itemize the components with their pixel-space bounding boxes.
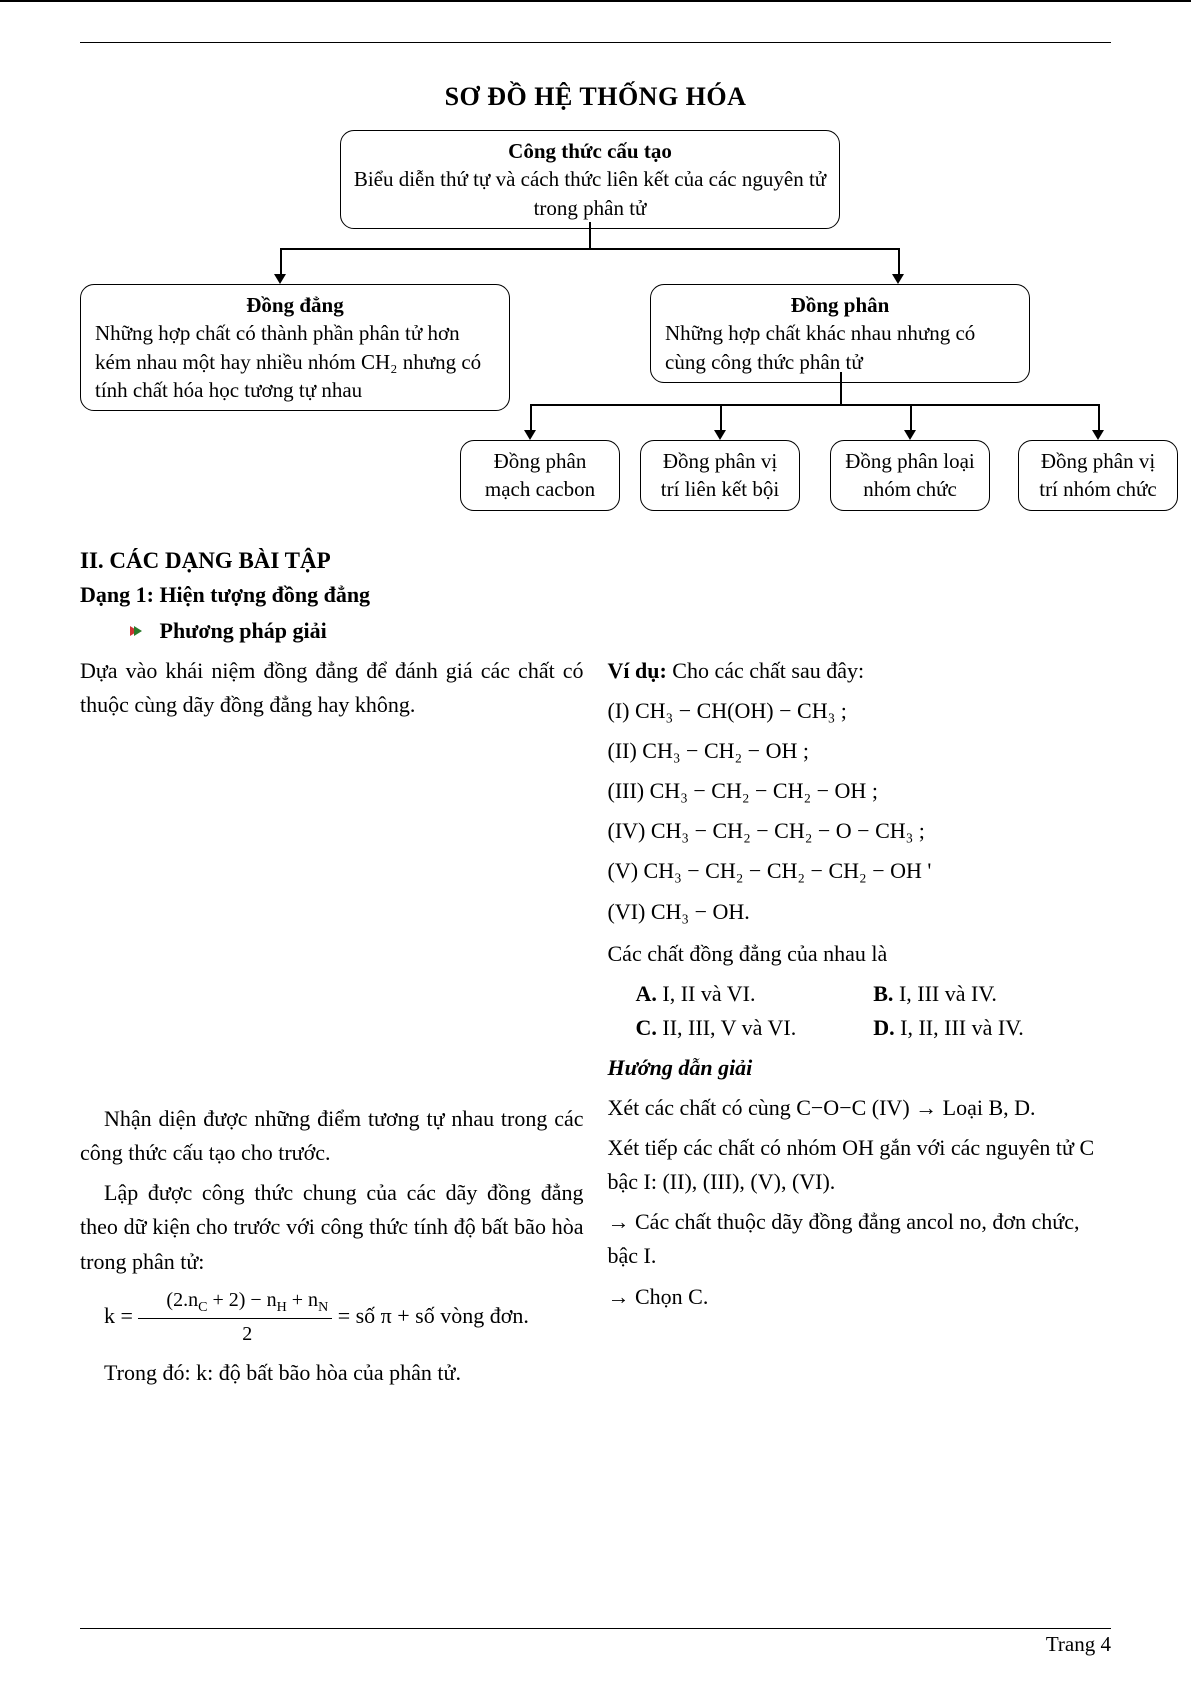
- page-number: Trang 4: [1046, 1632, 1111, 1657]
- diagram-line: [898, 248, 900, 276]
- footer-rule: [80, 1628, 1111, 1629]
- left-heading: Đồng đẳng: [95, 291, 495, 319]
- paragraph: Lập được công thức chung của các dãy đồn…: [80, 1176, 584, 1278]
- diagram-leaf-box: Đồng phân loại nhóm chức: [830, 440, 990, 511]
- compound-line: (IV) CH₃ − CH₂ − CH₂ − O − CH₃ ;: [608, 814, 1112, 848]
- compound-line: (III) CH₃ − CH₂ − CH₂ − OH ;: [608, 774, 1112, 808]
- diagram-line: [910, 404, 912, 432]
- formula-denominator: 2: [138, 1319, 332, 1350]
- diagram-line: [280, 248, 900, 250]
- arrow-icon: [1092, 430, 1104, 440]
- option-d: D. I, II, III và IV.: [873, 1011, 1111, 1045]
- guide-line: → Các chất thuộc dãy đồng đẳng ancol no,…: [608, 1205, 1112, 1273]
- diagram-leaf-box: Đồng phân vị trí nhóm chức: [1018, 440, 1178, 511]
- right-body: Những hợp chất khác nhau nhưng có cùng c…: [665, 319, 1015, 376]
- left-column: Dựa vào khái niệm đồng đẳng để đánh giá …: [80, 654, 584, 1396]
- compound-line: (V) CH₃ − CH₂ − CH₂ − CH₂ − OH ': [608, 854, 1112, 888]
- right-column: Ví dụ: Cho các chất sau đây: (I) CH₃ − C…: [608, 654, 1112, 1396]
- leaf-text: Đồng phân vị trí nhóm chức: [1039, 449, 1157, 501]
- leaf-text: Đồng phân loại nhóm chức: [845, 449, 974, 501]
- arrow-icon: [524, 430, 536, 440]
- question-text: Các chất đồng đẳng của nhau là: [608, 937, 1112, 971]
- example-intro: Ví dụ: Cho các chất sau đây:: [608, 654, 1112, 688]
- formula: k = (2.nC + 2) − nH + nN 2 = số π + số v…: [80, 1285, 584, 1351]
- diagram-line: [280, 248, 282, 276]
- example-intro-text: Cho các chất sau đây:: [667, 658, 864, 683]
- option-a: A. I, II và VI.: [636, 977, 874, 1011]
- option-b: B. I, III và IV.: [873, 977, 1111, 1011]
- example-label: Ví dụ:: [608, 658, 667, 683]
- leaf-text: Đồng phân vị trí liên kết bội: [661, 449, 779, 501]
- guide-line: Xét các chất có cùng C−O−C (IV) → Loại B…: [608, 1091, 1112, 1125]
- guide-line: → Chọn C.: [608, 1280, 1112, 1314]
- guide-heading: Hướng dẫn giải: [608, 1051, 1112, 1085]
- left-body: Những hợp chất có thành phần phân tử hơn…: [95, 319, 495, 404]
- subsection-heading: Dạng 1: Hiện tượng đồng đẳng: [80, 582, 1111, 608]
- root-heading: Công thức cấu tạo: [351, 137, 829, 165]
- paragraph: Nhận diện được những điểm tương tự nhau …: [80, 1102, 584, 1170]
- root-body: Biểu diễn thứ tự và cách thức liên kết c…: [351, 165, 829, 222]
- method-heading: Phương pháp giải: [130, 618, 1111, 644]
- compound-line: (I) CH₃ − CH(OH) − CH₃ ;: [608, 694, 1112, 728]
- arrow-icon: [892, 274, 904, 284]
- method-label: Phương pháp giải: [160, 618, 327, 643]
- diagram-line: [1098, 404, 1100, 432]
- formula-rhs: = số π + số vòng đơn.: [338, 1303, 529, 1328]
- concept-diagram: Công thức cấu tạo Biểu diễn thứ tự và cá…: [80, 130, 1111, 530]
- section-heading: II. CÁC DẠNG BÀI TẬP: [80, 548, 1111, 574]
- paragraph: Dựa vào khái niệm đồng đẳng để đánh giá …: [80, 654, 584, 722]
- formula-fraction: (2.nC + 2) − nH + nN 2: [138, 1285, 332, 1351]
- two-column-body: Dựa vào khái niệm đồng đẳng để đánh giá …: [80, 654, 1111, 1396]
- diagram-left-box: Đồng đẳng Những hợp chất có thành phần p…: [80, 284, 510, 411]
- diagram-right-box: Đồng phân Những hợp chất khác nhau nhưng…: [650, 284, 1030, 383]
- diagram-line: [589, 222, 591, 248]
- diagram-root-box: Công thức cấu tạo Biểu diễn thứ tự và cá…: [340, 130, 840, 229]
- compound-line: (VI) CH₃ − OH.: [608, 895, 1112, 929]
- arrow-icon: [714, 430, 726, 440]
- diagram-leaf-box: Đồng phân mạch cacbon: [460, 440, 620, 511]
- diagram-line: [530, 404, 532, 432]
- page-title: SƠ ĐỒ HỆ THỐNG HÓA: [80, 82, 1111, 112]
- diagram-line: [720, 404, 722, 432]
- compound-line: (II) CH₃ − CH₂ − OH ;: [608, 734, 1112, 768]
- guide-line: Xét tiếp các chất có nhóm OH gắn với các…: [608, 1131, 1112, 1199]
- formula-numerator: (2.nC + 2) − nH + nN: [138, 1285, 332, 1320]
- arrow-bullet-icon: [130, 624, 148, 638]
- page: SƠ ĐỒ HỆ THỐNG HÓA Công thức cấu tạo Biể…: [0, 0, 1191, 1683]
- leaf-text: Đồng phân mạch cacbon: [485, 449, 595, 501]
- diagram-leaf-box: Đồng phân vị trí liên kết bội: [640, 440, 800, 511]
- arrow-icon: [904, 430, 916, 440]
- diagram-line: [840, 372, 842, 404]
- arrow-icon: [274, 274, 286, 284]
- option-c: C. II, III, V và VI.: [636, 1011, 874, 1045]
- paragraph: Trong đó: k: độ bất bão hòa của phân tử.: [80, 1356, 584, 1390]
- answer-options: A. I, II và VI. B. I, III và IV. C. II, …: [636, 977, 1112, 1045]
- top-rule: [80, 42, 1111, 43]
- right-heading: Đồng phân: [665, 291, 1015, 319]
- diagram-line: [530, 404, 1100, 406]
